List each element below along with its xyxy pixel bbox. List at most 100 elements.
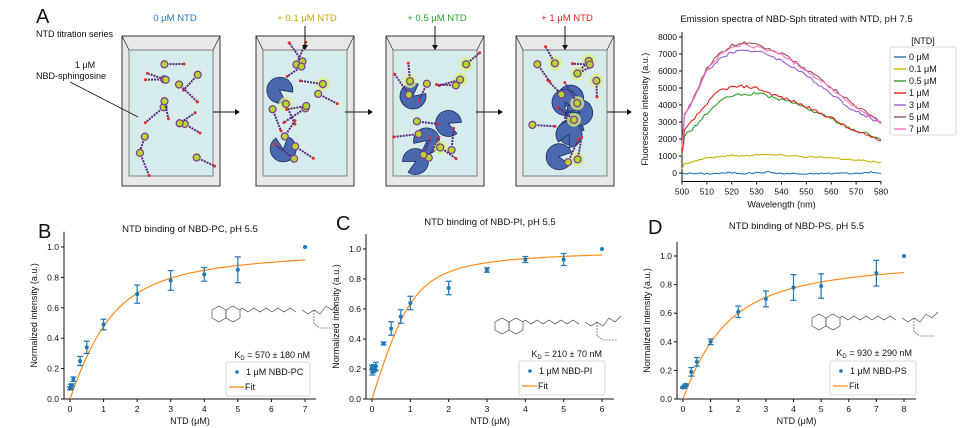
cuvette-edge	[255, 35, 264, 51]
xtick-label: 6	[846, 404, 851, 414]
nbd-lipid-icon	[433, 140, 458, 161]
spectra-ytick-label: 4000	[658, 100, 677, 110]
xlabel-C: NTD (μM)	[470, 416, 510, 426]
nbd-lipid-icon	[285, 62, 306, 79]
nbd-lipid-icon	[544, 45, 562, 71]
ring	[494, 317, 510, 335]
lipid-tail	[450, 128, 455, 149]
nbd-head	[563, 158, 573, 167]
arrow-down-icon	[562, 45, 568, 50]
lipid-tail	[418, 120, 439, 126]
nbd-lipid-icon	[160, 60, 186, 69]
nbd-lipid-icon	[434, 81, 460, 90]
spectrum-line-7M	[681, 42, 882, 148]
xtick-label: 3	[485, 404, 490, 414]
data-point	[389, 326, 394, 331]
nbd-lipid-icon	[402, 61, 417, 89]
lipid-tail	[407, 63, 411, 80]
nbd-lipid-icon	[175, 111, 197, 128]
legend-fit-label-B: Fit	[245, 382, 255, 392]
nbd-head	[414, 129, 423, 139]
nbd-lipid-icon	[145, 71, 170, 84]
nbd-head	[533, 60, 542, 69]
lipid-tail	[534, 123, 556, 128]
lipid-tail	[393, 73, 409, 94]
ring	[225, 305, 241, 323]
spectra-xlabel: Wavelength (nm)	[747, 200, 815, 210]
lipid-end	[580, 135, 584, 139]
xtick-label: 0	[681, 404, 686, 414]
nbd-head	[290, 154, 299, 163]
nbd-lipid-icon	[314, 89, 339, 106]
lipid-end	[282, 120, 286, 124]
nbd-lipid-icon	[135, 148, 151, 177]
molecule-structure-icon	[811, 311, 939, 337]
nbd-lipid-icon	[447, 126, 456, 155]
step-label-2: + 0.5 μM NTD	[407, 13, 467, 24]
lipid-tail	[578, 65, 593, 74]
xtick-label: 6	[269, 404, 274, 414]
ytick-label: 0.8	[660, 280, 672, 290]
xtick-label: 1	[408, 404, 413, 414]
data-point	[235, 267, 240, 272]
legend-box-D	[829, 360, 917, 396]
panel-letter-C: C	[336, 213, 350, 235]
lipid-tail	[319, 93, 338, 105]
spectrum-line-3M	[681, 49, 882, 148]
arrow-down-icon	[302, 45, 308, 50]
chain	[839, 315, 897, 321]
data-point	[71, 377, 76, 382]
nbd-head	[135, 148, 145, 157]
spectrum-line-1M	[681, 84, 882, 153]
acyl	[913, 318, 934, 337]
nbd-lipid-icon	[546, 78, 566, 99]
lipid-end	[182, 62, 186, 66]
lipid-tail	[283, 108, 305, 124]
ytick-label: 0.8	[47, 272, 59, 282]
panel-letter-D: D	[648, 217, 662, 239]
lipid-end	[417, 99, 421, 103]
nbd-head	[140, 132, 149, 141]
nbd-head	[573, 155, 582, 164]
cuvette-1	[255, 26, 355, 187]
spectrum-line-0M	[681, 170, 882, 175]
xtick-label: 0	[68, 404, 73, 414]
ytick-label: 0.0	[349, 394, 361, 404]
lipid-end	[548, 79, 552, 83]
data-point	[202, 272, 207, 277]
spectra-ytick-label: 2000	[658, 134, 677, 144]
lipid-end	[143, 121, 147, 125]
nbd-lipid-icon	[570, 64, 594, 81]
data-point	[135, 292, 140, 297]
data-point	[819, 284, 824, 289]
ytick-label: 0.0	[660, 394, 672, 404]
legend-label-2: 0.5 μM	[909, 76, 937, 86]
ytick-label: 0.6	[660, 308, 672, 318]
xtick-label: 5	[819, 404, 824, 414]
probe-name-label: NBD-sphingosine	[36, 71, 107, 81]
nbd-head	[160, 97, 169, 106]
lipid-end	[198, 131, 202, 135]
spectra-ytick-label: 1000	[658, 151, 677, 161]
lipid-tail	[428, 136, 440, 157]
legend-label-6: 7 μM	[909, 124, 929, 134]
lipid-end	[298, 79, 302, 83]
nbd-head	[447, 145, 456, 155]
nbd-lipid-icon	[437, 72, 468, 88]
lipid-end	[145, 71, 149, 75]
nbd-head	[280, 132, 289, 141]
lipid-end	[147, 173, 151, 177]
nbd-head	[456, 75, 465, 84]
data-point	[791, 285, 796, 290]
nbd-head	[419, 150, 428, 159]
ytick-label: 0.2	[47, 364, 59, 374]
nbd-head	[175, 119, 184, 128]
nbd-head	[404, 90, 414, 99]
data-point	[168, 278, 173, 283]
spectra-legend-title: [NTD]	[911, 36, 935, 46]
legend-label-4: 3 μM	[909, 100, 929, 110]
lipid-tail	[467, 52, 481, 64]
lipid-end	[293, 119, 297, 123]
nbd-lipid-icon	[392, 129, 423, 139]
data-point	[874, 271, 879, 276]
